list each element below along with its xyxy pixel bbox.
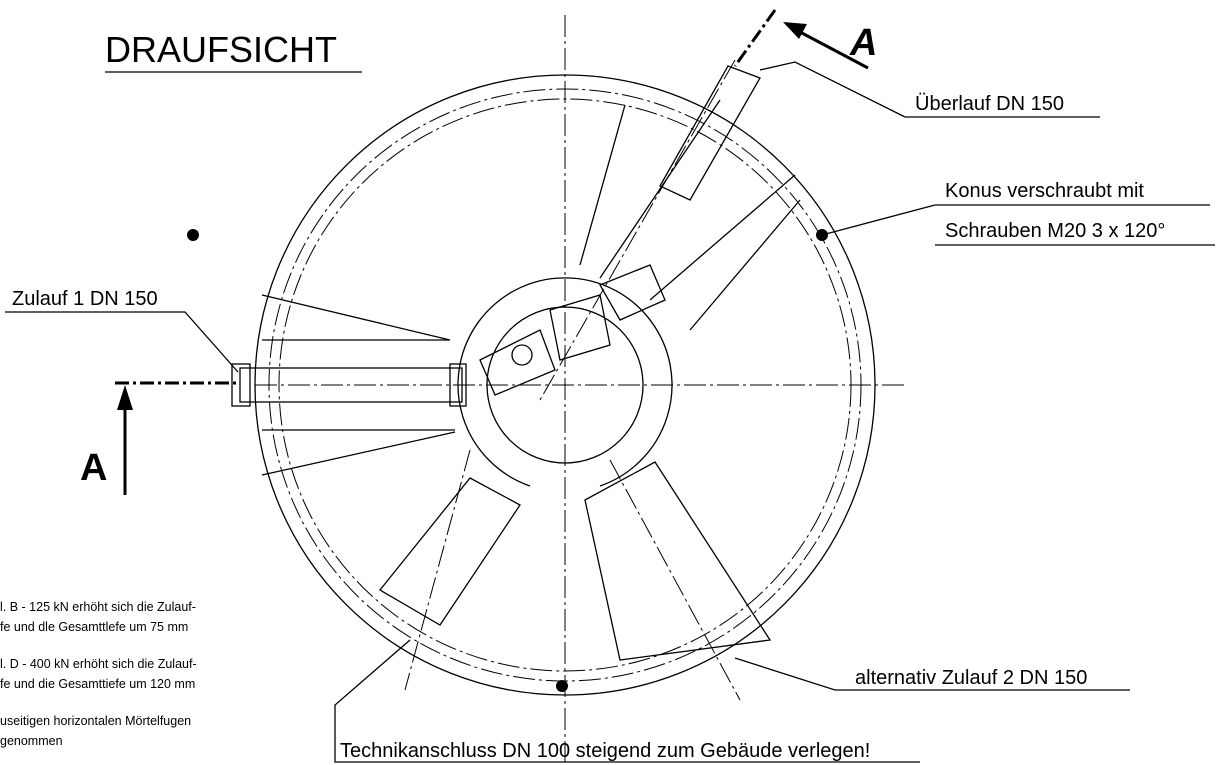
label: Schrauben M20 3 x 120° [945,220,1165,242]
section-mark: A [80,447,107,489]
note: l. D - 400 kN erhöht sich die Zulauf- [0,657,197,671]
note: genommen [0,734,63,748]
note: fe und die Gesamttiefe um 120 mm [0,677,195,691]
title: DRAUFSICHT [105,29,337,70]
label: Zulauf 1 DN 150 [12,288,158,310]
label: alternativ Zulauf 2 DN 150 [855,667,1087,689]
note: useitigen horizontalen Mörtelfugen [0,714,191,728]
label: Technikanschluss DN 100 steigend zum Geb… [340,740,870,762]
note: fe und dle Gesamttlefe um 75 mm [0,620,188,634]
section-mark: A [849,22,877,64]
note: l. B - 125 kN erhöht sich die Zulauf- [0,600,196,614]
label: Konus verschraubt mit [945,180,1144,202]
geometry [5,10,1215,762]
label: Überlauf DN 150 [915,93,1064,115]
drawing: DRAUFSICHT A A Überlauf DN 150 Konus ver… [0,0,1227,765]
